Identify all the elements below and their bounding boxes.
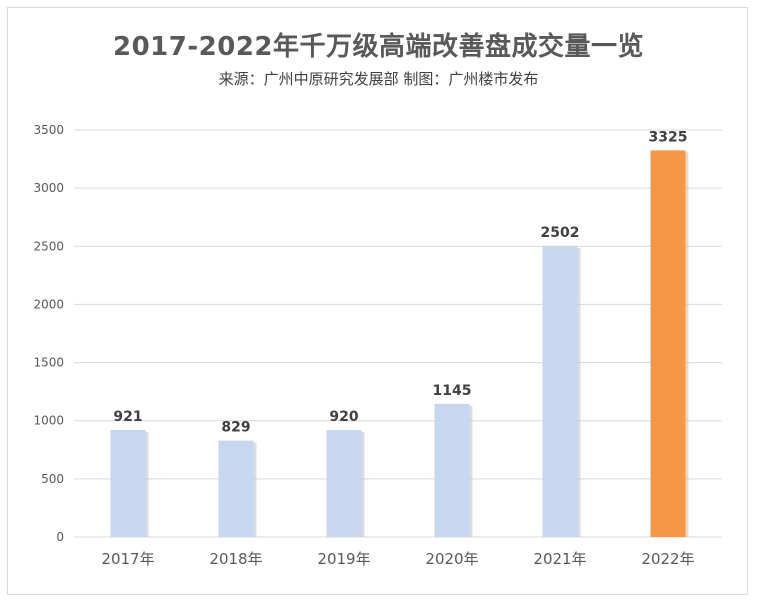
gridlines <box>74 129 722 538</box>
y-tick-label: 3500 <box>33 123 64 137</box>
chart-title: 2017-2022年千万级高端改善盘成交量一览 <box>112 32 645 62</box>
bar-2020年 <box>434 403 470 537</box>
data-label: 829 <box>221 420 250 436</box>
y-tick-label: 1500 <box>33 356 64 370</box>
data-labels: 921 829 920 1145 2502 3325 <box>113 129 687 435</box>
x-axis-ticks: 2017年 2018年 2019年 2020年 2021年 2022年 <box>101 550 694 568</box>
data-label: 2502 <box>541 225 580 241</box>
bars <box>110 150 689 537</box>
chart-subtitle: 来源：广州中原研究发展部 制图：广州楼市发布 <box>218 70 539 88</box>
bar-2017年 <box>110 429 146 537</box>
y-axis-ticks: 0 500 1000 1500 2000 2500 3000 3500 <box>33 123 64 544</box>
data-label: 920 <box>329 409 358 425</box>
x-tick-label: 2019年 <box>317 550 370 568</box>
data-label: 3325 <box>649 129 688 145</box>
bar-2019年 <box>326 430 362 537</box>
y-tick-label: 2000 <box>33 297 64 311</box>
x-tick-label: 2017年 <box>101 550 154 568</box>
y-tick-label: 2500 <box>33 239 64 253</box>
data-label: 1145 <box>433 383 472 399</box>
y-tick-label: 0 <box>56 530 64 544</box>
y-tick-label: 1000 <box>33 414 64 428</box>
y-tick-label: 500 <box>41 472 64 486</box>
bar-2018年 <box>218 440 254 537</box>
bar-2021年 <box>542 246 578 537</box>
x-tick-label: 2020年 <box>425 550 478 568</box>
data-label: 921 <box>113 409 142 425</box>
x-tick-label: 2022年 <box>641 550 694 568</box>
y-tick-label: 3000 <box>33 181 64 195</box>
x-tick-label: 2018年 <box>209 550 262 568</box>
bar-2022年 <box>650 150 686 537</box>
x-tick-label: 2021年 <box>533 550 586 568</box>
